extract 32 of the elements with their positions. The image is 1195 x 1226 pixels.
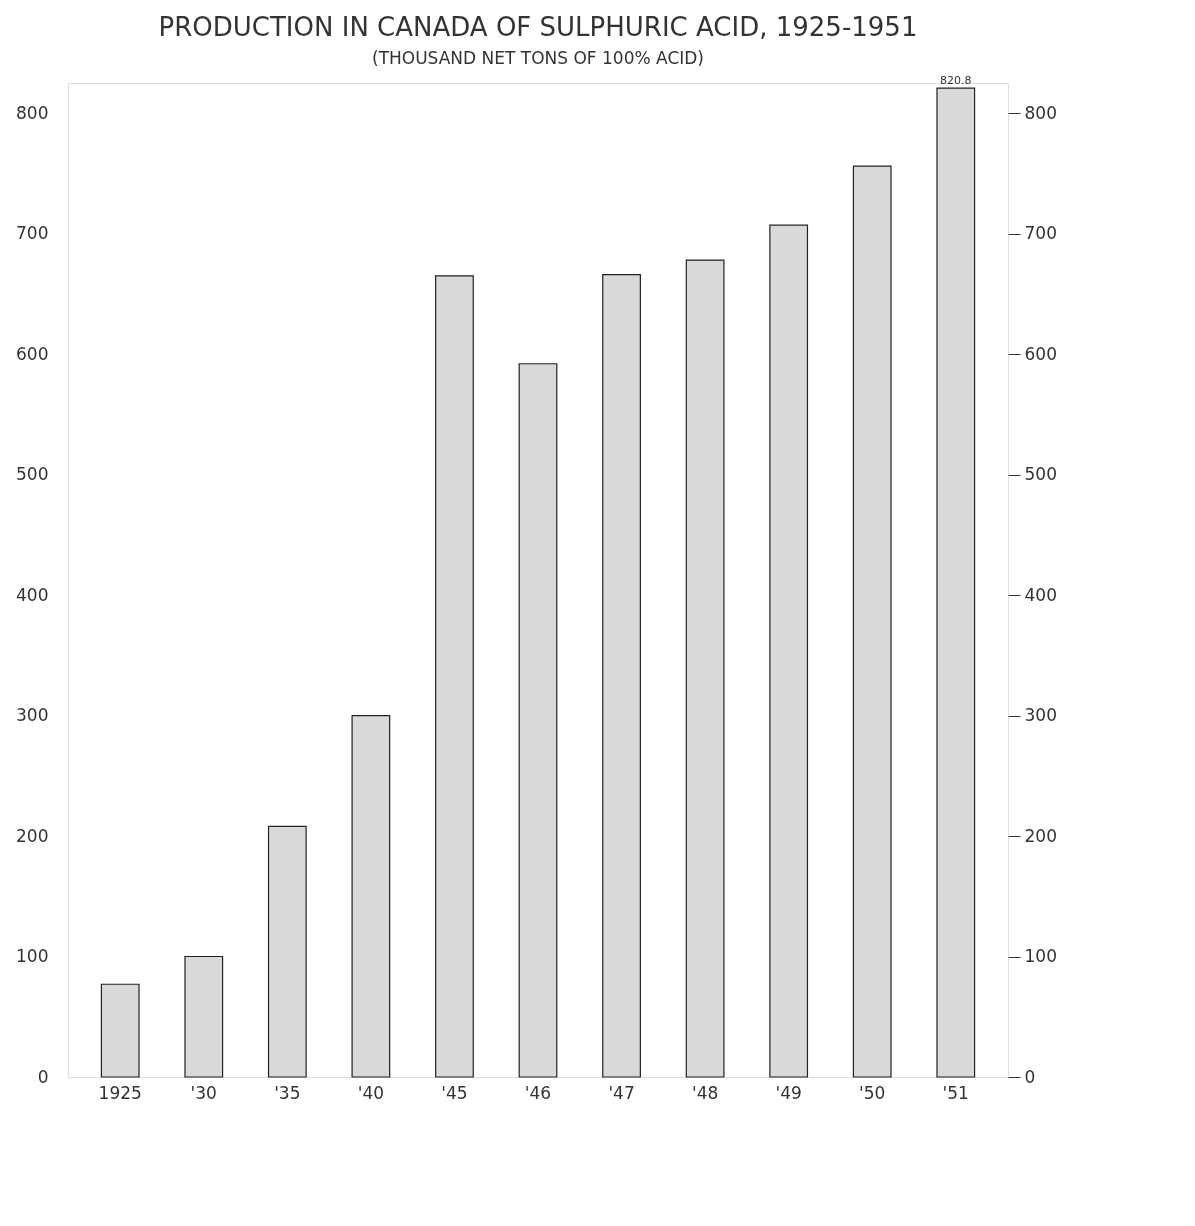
y2-tick-label: 700 (1024, 223, 1057, 244)
y-tick-label: 800 (16, 102, 49, 123)
x-tick-label: 1925 (98, 1082, 142, 1103)
x-tick-label: '40 (357, 1082, 385, 1103)
y-tick-label: 600 (16, 343, 49, 364)
x-tick-label: '51 (942, 1082, 969, 1103)
y2-tick-label: 500 (1024, 464, 1057, 485)
y-tick-label: 100 (16, 946, 49, 967)
x-tick-label: '35 (274, 1082, 301, 1103)
y2-tick-label: 100 (1024, 946, 1057, 967)
y2-tick-label: 800 (1024, 102, 1057, 123)
x-tick-label: '48 (691, 1082, 719, 1103)
y2-tick-label: 600 (1024, 343, 1057, 364)
y2-tick-label: 400 (1024, 584, 1057, 605)
x-tick-label: '30 (190, 1082, 217, 1103)
chart-subtitle: (THOUSAND NET TONS OF 100% ACID) (372, 48, 704, 69)
y-tick-label: 300 (16, 705, 49, 726)
x-tick-label: '50 (859, 1082, 886, 1103)
y-tick-label: 200 (16, 825, 49, 846)
x-tick-label: '47 (608, 1082, 635, 1103)
y-tick-label: 0 (37, 1066, 49, 1087)
y2-tick-label: 0 (1024, 1066, 1036, 1087)
chart-title: PRODUCTION IN CANADA OF SULPHURIC ACID, 1925-1951 (158, 12, 918, 43)
x-tick-label: '49 (775, 1082, 802, 1103)
y-tick-label: 400 (16, 584, 49, 605)
y-tick-label: 500 (16, 464, 49, 485)
x-tick-label: '45 (441, 1082, 468, 1103)
y-tick-label: 700 (16, 223, 49, 244)
data-label: 820.8 (940, 74, 972, 88)
x-tick-label: '46 (524, 1082, 552, 1103)
y2-tick-label: 300 (1024, 705, 1057, 726)
y2-tick-label: 200 (1024, 825, 1057, 846)
